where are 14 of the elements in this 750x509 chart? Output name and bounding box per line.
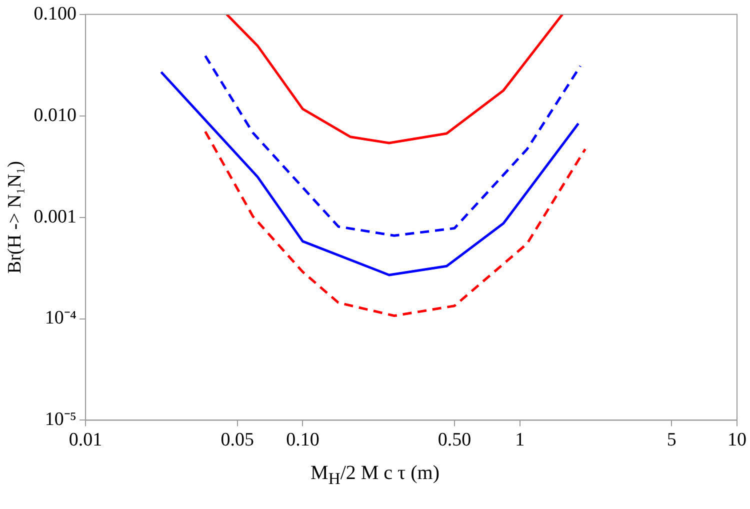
x-tick-label: 5 [666, 430, 676, 451]
x-tick-label: 0.10 [286, 430, 320, 451]
y-tick-label: 10⁻⁵ [44, 409, 77, 430]
y-tick-label: 10⁻⁴ [44, 308, 77, 329]
x-tick-label: 0.50 [438, 430, 472, 451]
x-tick-label: 1 [515, 430, 525, 451]
y-tick-label: 0.001 [34, 206, 77, 228]
x-tick-label: 0.05 [220, 430, 254, 451]
x-tick-label: 0.01 [68, 430, 102, 451]
y-axis-title: Br(H -> N₁N₁) [4, 160, 26, 274]
x-axis-title: M$_{H}$/2 M c τ (m) [310, 462, 440, 489]
y-tick-label: 0.100 [34, 3, 77, 24]
y-tick-label: 0.010 [34, 104, 77, 126]
x-tick-label: 10 [728, 430, 746, 451]
